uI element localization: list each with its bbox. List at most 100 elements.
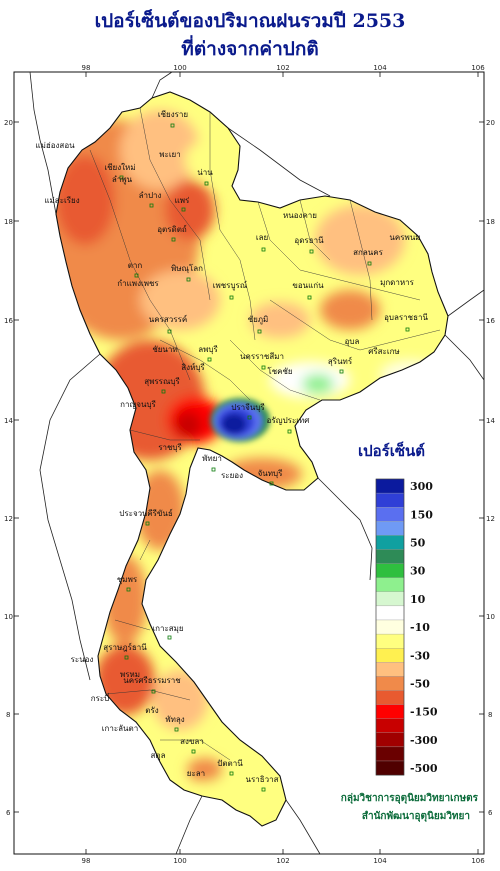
legend-label: -500 — [410, 762, 438, 775]
legend-label: 150 — [410, 508, 433, 521]
legend-swatch — [375, 535, 405, 550]
province-label: แม่ฮ่องสอน — [35, 141, 75, 150]
province-label: โชคชัย — [267, 366, 292, 376]
legend-swatch — [375, 732, 405, 748]
province-label: อุดรธานี — [294, 236, 324, 245]
province-label: พะเยา — [159, 150, 180, 159]
lat-label: 12 — [486, 515, 495, 523]
legend-swatch — [375, 507, 405, 522]
lat-label: 14 — [4, 417, 13, 425]
legend-swatch — [375, 478, 405, 494]
legend-color-scale: 300 150 50 30 10 -10 -30 -50 -150 -300 -500 — [375, 478, 438, 776]
province-label: พรหม — [120, 670, 140, 679]
lon-label: 98 — [82, 857, 91, 865]
lon-labels-bottom: 98 100 102 104 106 — [82, 857, 486, 865]
province-label: หนองคาย — [283, 211, 317, 220]
lat-label: 20 — [4, 119, 13, 127]
legend-swatch — [375, 662, 405, 677]
province-label: เชียงราย — [158, 110, 188, 119]
province-label: สงขลา — [180, 737, 204, 746]
province-label: กาญจนบุรี — [120, 400, 156, 409]
lon-label: 106 — [471, 64, 485, 72]
credit-line2: สำนักพัฒนาอุตุนิยมวิทยา — [362, 810, 470, 822]
province-label: จันทบุรี — [258, 469, 284, 478]
neighbour-borders — [29, 71, 485, 855]
legend-label: -300 — [410, 734, 438, 747]
province-label: อุบล — [345, 337, 360, 346]
province-label: ประจวบคีรีขันธ์ — [119, 508, 173, 518]
province-label: เชียงใหม่ — [104, 163, 135, 172]
province-label: นครราชสีมา — [240, 352, 284, 361]
province-label: ลำพูน — [112, 175, 133, 185]
province-label: เกาะสมุย — [152, 624, 183, 633]
province-label: ศรีสะเกษ — [368, 347, 399, 356]
legend-swatch — [375, 718, 405, 733]
legend-swatch — [375, 549, 405, 564]
province-label: สุรินทร์ — [328, 356, 353, 366]
lat-label: 10 — [486, 613, 495, 621]
lat-label: 6 — [488, 809, 493, 817]
lat-label: 16 — [486, 317, 495, 325]
province-label: สุพรรณบุรี — [144, 377, 180, 386]
lon-label: 102 — [276, 857, 289, 865]
legend-label: 300 — [410, 480, 433, 493]
lat-label: 18 — [4, 218, 13, 226]
province-label: แพร่ — [175, 196, 190, 205]
legend-swatch — [375, 704, 405, 719]
legend-swatch — [375, 619, 405, 635]
province-label: ปราจีนบุรี — [231, 403, 265, 412]
province-label: ระยอง — [221, 471, 243, 480]
lat-label: 8 — [488, 711, 492, 719]
province-label: กำแพงเพชร — [117, 279, 159, 288]
province-label: แม่สะเรียง — [44, 196, 79, 205]
lat-label: 6 — [6, 809, 11, 817]
province-label: ราชบุรี — [158, 443, 182, 452]
province-boundaries — [89, 107, 441, 761]
province-label: อรัญประเทศ — [267, 416, 310, 425]
province-label: อุตรดิตถ์ — [157, 224, 187, 234]
lon-label: 102 — [276, 64, 289, 72]
lon-label: 100 — [173, 857, 186, 865]
province-label: ระนอง — [71, 655, 94, 664]
province-label: มุกดาหาร — [380, 278, 415, 287]
lat-label: 12 — [4, 515, 13, 523]
province-label: ปัตตานี — [217, 759, 243, 768]
province-label: ยะลา — [187, 769, 205, 778]
legend-swatch — [375, 521, 405, 536]
legend-label: 30 — [410, 565, 426, 578]
lat-label: 8 — [6, 711, 10, 719]
lat-label: 14 — [486, 417, 495, 425]
province-label: สตูล — [151, 751, 166, 761]
lon-label: 104 — [373, 64, 387, 72]
legend-swatch — [375, 690, 405, 705]
legend-swatch — [375, 760, 405, 776]
legend-frame — [375, 478, 405, 776]
legend-swatch — [375, 648, 405, 663]
lat-labels-right: 20 18 16 14 12 10 8 6 — [486, 119, 495, 817]
lon-labels-top: 98 100 102 104 106 — [82, 64, 486, 72]
province-label: เลย — [256, 233, 268, 242]
province-label: ตรัง — [145, 706, 158, 715]
legend-swatch — [375, 605, 405, 621]
province-label: ชัยภูมิ — [248, 315, 269, 325]
legend-swatch — [375, 492, 405, 508]
legend-label: -150 — [410, 706, 438, 719]
province-label: นครพนม — [389, 233, 420, 242]
province-label: ลพบุรี — [198, 345, 218, 354]
legend-swatch — [375, 676, 405, 691]
legend-label: -30 — [410, 649, 430, 662]
lon-label: 106 — [471, 857, 485, 865]
province-label: สกลนคร — [353, 248, 383, 257]
province-label: ลำปาง — [139, 191, 162, 200]
map-title-line1: เปอร์เซ็นต์ของปริมาณฝนรวมปี 2553 — [94, 10, 406, 32]
province-label: กระบี่ — [91, 692, 110, 703]
province-label: พัทยา — [202, 454, 222, 463]
lat-label: 10 — [4, 613, 13, 621]
map-title-line2: ที่ต่างจากค่าปกติ — [181, 38, 319, 60]
lon-label: 100 — [173, 64, 186, 72]
province-label: นครสวรรค์ — [149, 314, 187, 324]
province-label: ชัยนาท — [152, 345, 177, 354]
province-label: ขอนแก่น — [292, 281, 324, 290]
province-label: เพชรบูรณ์ — [213, 280, 248, 291]
